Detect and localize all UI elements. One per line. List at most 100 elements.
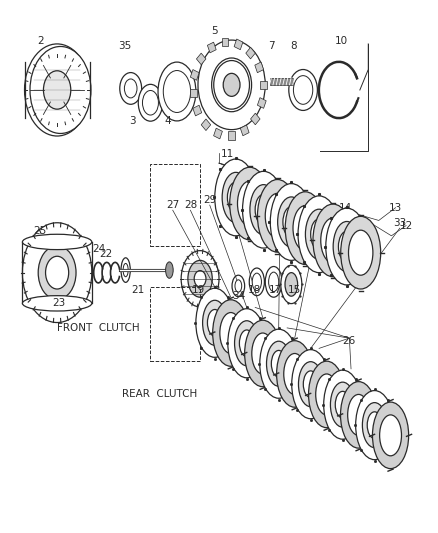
Ellipse shape (380, 415, 402, 456)
Ellipse shape (324, 370, 361, 439)
Ellipse shape (272, 350, 286, 377)
Ellipse shape (215, 159, 257, 236)
Text: 31: 31 (273, 205, 286, 215)
Ellipse shape (25, 44, 90, 136)
Text: REAR  CLUTCH: REAR CLUTCH (122, 390, 198, 399)
Text: 26: 26 (343, 336, 356, 346)
Ellipse shape (166, 262, 173, 278)
Ellipse shape (142, 91, 159, 115)
Text: 24: 24 (92, 244, 106, 254)
Ellipse shape (278, 197, 305, 247)
Text: FRONT  CLUTCH: FRONT CLUTCH (57, 323, 140, 333)
Ellipse shape (356, 391, 393, 459)
Bar (222, 38, 228, 46)
Ellipse shape (22, 235, 92, 249)
Text: 8: 8 (290, 42, 297, 52)
Text: 7: 7 (268, 42, 275, 52)
Text: 32: 32 (312, 208, 326, 218)
Ellipse shape (212, 58, 251, 112)
Bar (251, 113, 260, 125)
Ellipse shape (270, 183, 312, 260)
Bar (150, 164, 200, 246)
Bar (228, 132, 235, 140)
Ellipse shape (298, 196, 340, 273)
Ellipse shape (333, 222, 360, 272)
Ellipse shape (223, 74, 240, 96)
Ellipse shape (268, 272, 279, 292)
Ellipse shape (335, 391, 350, 418)
Ellipse shape (330, 382, 355, 427)
Text: 21: 21 (132, 285, 145, 295)
Bar (258, 98, 266, 108)
Ellipse shape (30, 46, 91, 133)
Ellipse shape (138, 84, 162, 121)
Bar (246, 47, 255, 59)
Text: 14: 14 (339, 203, 352, 213)
Ellipse shape (258, 180, 297, 252)
Text: 22: 22 (99, 249, 112, 259)
Ellipse shape (198, 40, 265, 130)
Ellipse shape (321, 218, 345, 263)
Bar (196, 53, 206, 64)
Ellipse shape (252, 333, 274, 374)
Ellipse shape (181, 251, 219, 307)
Ellipse shape (222, 172, 250, 222)
Text: 35: 35 (118, 42, 131, 52)
Bar (240, 125, 249, 136)
Ellipse shape (232, 275, 245, 297)
Ellipse shape (235, 280, 242, 292)
Ellipse shape (194, 271, 206, 287)
Ellipse shape (284, 353, 306, 394)
Ellipse shape (203, 300, 227, 345)
Ellipse shape (293, 206, 318, 251)
Ellipse shape (266, 341, 291, 386)
Ellipse shape (339, 231, 355, 262)
Text: 30: 30 (224, 195, 237, 205)
Ellipse shape (249, 268, 265, 296)
Ellipse shape (311, 219, 328, 249)
Text: 33: 33 (393, 218, 406, 228)
Ellipse shape (265, 193, 290, 238)
Ellipse shape (285, 192, 325, 264)
Ellipse shape (123, 263, 128, 277)
Ellipse shape (22, 223, 92, 322)
Ellipse shape (313, 204, 353, 277)
Ellipse shape (316, 374, 338, 415)
Ellipse shape (326, 208, 368, 285)
Text: 18: 18 (248, 285, 261, 295)
Text: 12: 12 (399, 221, 413, 231)
Bar (270, 78, 293, 85)
Text: 2: 2 (37, 36, 44, 46)
Ellipse shape (308, 361, 345, 427)
Ellipse shape (230, 167, 270, 240)
Text: 28: 28 (184, 200, 197, 210)
Ellipse shape (277, 341, 313, 407)
Ellipse shape (303, 371, 318, 398)
Ellipse shape (289, 69, 318, 110)
Ellipse shape (281, 265, 302, 304)
Ellipse shape (265, 266, 282, 297)
Ellipse shape (188, 260, 212, 297)
Bar (207, 42, 216, 53)
Ellipse shape (208, 310, 222, 336)
Ellipse shape (46, 256, 69, 289)
Ellipse shape (255, 195, 272, 225)
Ellipse shape (120, 72, 141, 104)
Ellipse shape (260, 329, 298, 398)
Bar (190, 89, 197, 97)
Text: 13: 13 (389, 203, 402, 213)
Text: 27: 27 (166, 200, 180, 210)
Ellipse shape (362, 402, 387, 448)
Text: 11: 11 (221, 149, 234, 159)
Ellipse shape (22, 296, 92, 311)
Text: 19: 19 (191, 285, 205, 295)
Ellipse shape (292, 350, 329, 419)
Text: 23: 23 (52, 298, 65, 309)
Ellipse shape (38, 246, 76, 300)
Ellipse shape (283, 207, 300, 237)
Text: 3: 3 (130, 116, 136, 126)
Bar (255, 62, 264, 72)
Ellipse shape (349, 230, 373, 275)
Ellipse shape (305, 209, 333, 260)
Ellipse shape (243, 171, 285, 248)
